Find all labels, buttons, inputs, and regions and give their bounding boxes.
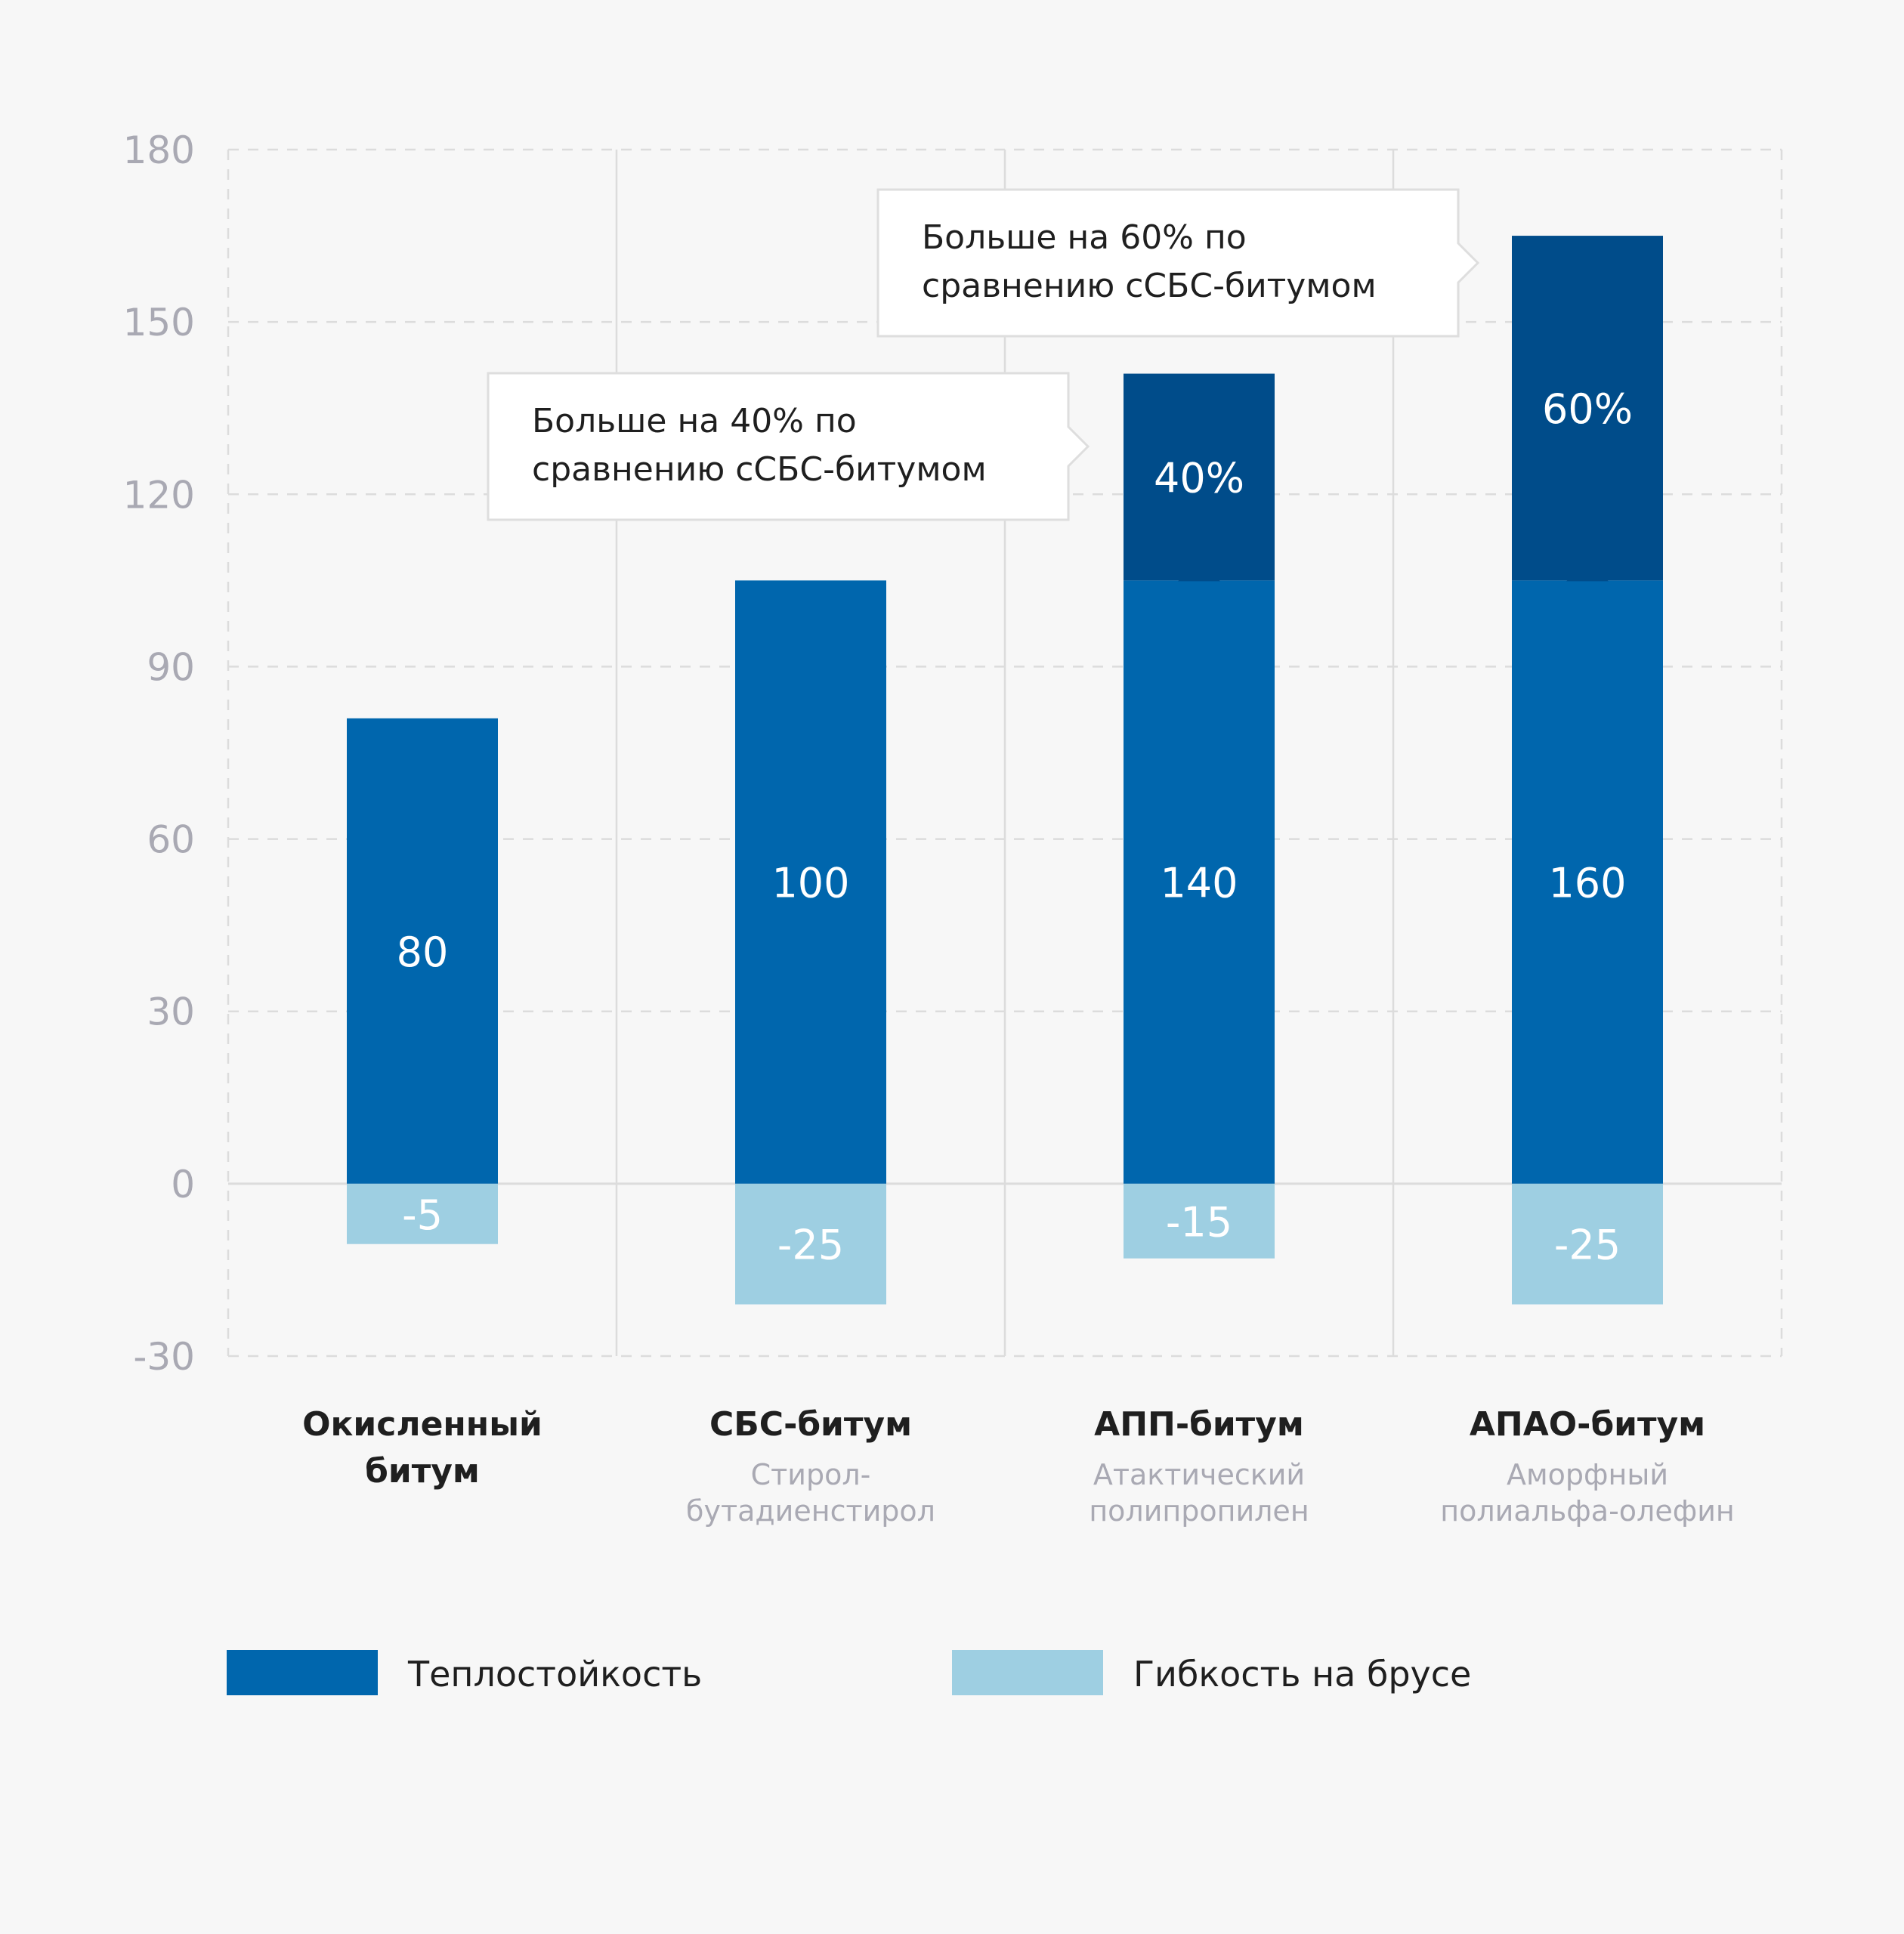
bar-heat-resistance-increase [1512,236,1663,581]
y-tick-label: 0 [171,1163,195,1206]
category-title: СБС-битум [709,1405,912,1444]
bar-flexibility [735,1183,886,1305]
category-title: Окисленный [302,1405,542,1444]
category-title: битум [365,1452,480,1491]
y-tick-label: 90 [147,645,195,689]
bar-heat-resistance [347,718,498,1184]
bar-label-flexibility: -15 [1166,1198,1232,1246]
legend-swatch [227,1650,378,1695]
y-tick-label: -30 [133,1335,195,1379]
bar-flexibility [1512,1183,1663,1305]
bar-heat-resistance [1124,580,1275,1184]
bar-label-heat-resistance: 80 [397,928,449,976]
y-tick-label: 150 [123,301,195,344]
legend-label: Гибкость на брусе [1133,1654,1471,1695]
bar-flexibility [347,1183,498,1244]
bar-label-flexibility: -25 [1554,1222,1621,1269]
bar-label-heat-resistance: 140 [1160,860,1238,907]
category-title: АПАО-битум [1470,1405,1705,1444]
y-tick-label: 60 [147,818,195,862]
bar-label-flexibility: -5 [402,1191,443,1239]
axes: 180 150 120 90 60 30 0 -30 Окисленный битум СБС-би… [123,128,1735,1528]
callout: Больше на 40% по сравнению сСБС-битумом [487,372,1090,521]
callout-text: Больше на 60% по [922,218,1247,257]
legend-label: Теплостойкость [407,1654,702,1695]
y-tick-label: 30 [147,990,195,1034]
callout-text: сравнению сСБС-битумом [922,267,1377,305]
callout: Больше на 60% по сравнению сСБС-битумом [876,188,1480,338]
category-subtitle: полипропилен [1089,1494,1309,1528]
legend-swatch [952,1650,1103,1695]
category-subtitle: бутадиенстирол [686,1494,935,1528]
bar-flexibility [1124,1183,1275,1259]
callout-box [876,188,1480,338]
category-title: АПП-битум [1094,1405,1304,1444]
category-subtitle: Аморфный [1507,1458,1668,1491]
bar-heat-resistance [1512,580,1663,1184]
bar-heat-resistance [735,580,886,1184]
segment-notch [1178,559,1220,582]
bars [347,236,1663,1305]
bar-label-increase: 40% [1154,454,1244,502]
legend: Теплостойкость Гибкость на брусе [227,1650,1471,1695]
callout-text: сравнению сСБС-битумом [532,450,987,489]
callout-text: Больше на 40% по [532,402,857,440]
segment-notch [1566,559,1609,582]
y-tick-label: 120 [123,473,195,517]
bar-label-increase: 60% [1542,385,1633,433]
bar-label-heat-resistance: 100 [771,860,849,907]
bar-label-heat-resistance: 160 [1548,860,1626,907]
category-subtitle: полиальфа-олефин [1440,1494,1734,1528]
bar-heat-resistance-increase [1124,373,1275,581]
bar-label-flexibility: -25 [777,1222,844,1269]
y-tick-label: 180 [123,128,195,172]
bar-labels: 80 -5 100 -25 40% 140 -15 60% 160 -25 [397,385,1633,1268]
category-subtitle: Атактический [1093,1458,1305,1491]
category-subtitle: Стирол- [751,1458,871,1491]
callout-box [487,372,1090,521]
